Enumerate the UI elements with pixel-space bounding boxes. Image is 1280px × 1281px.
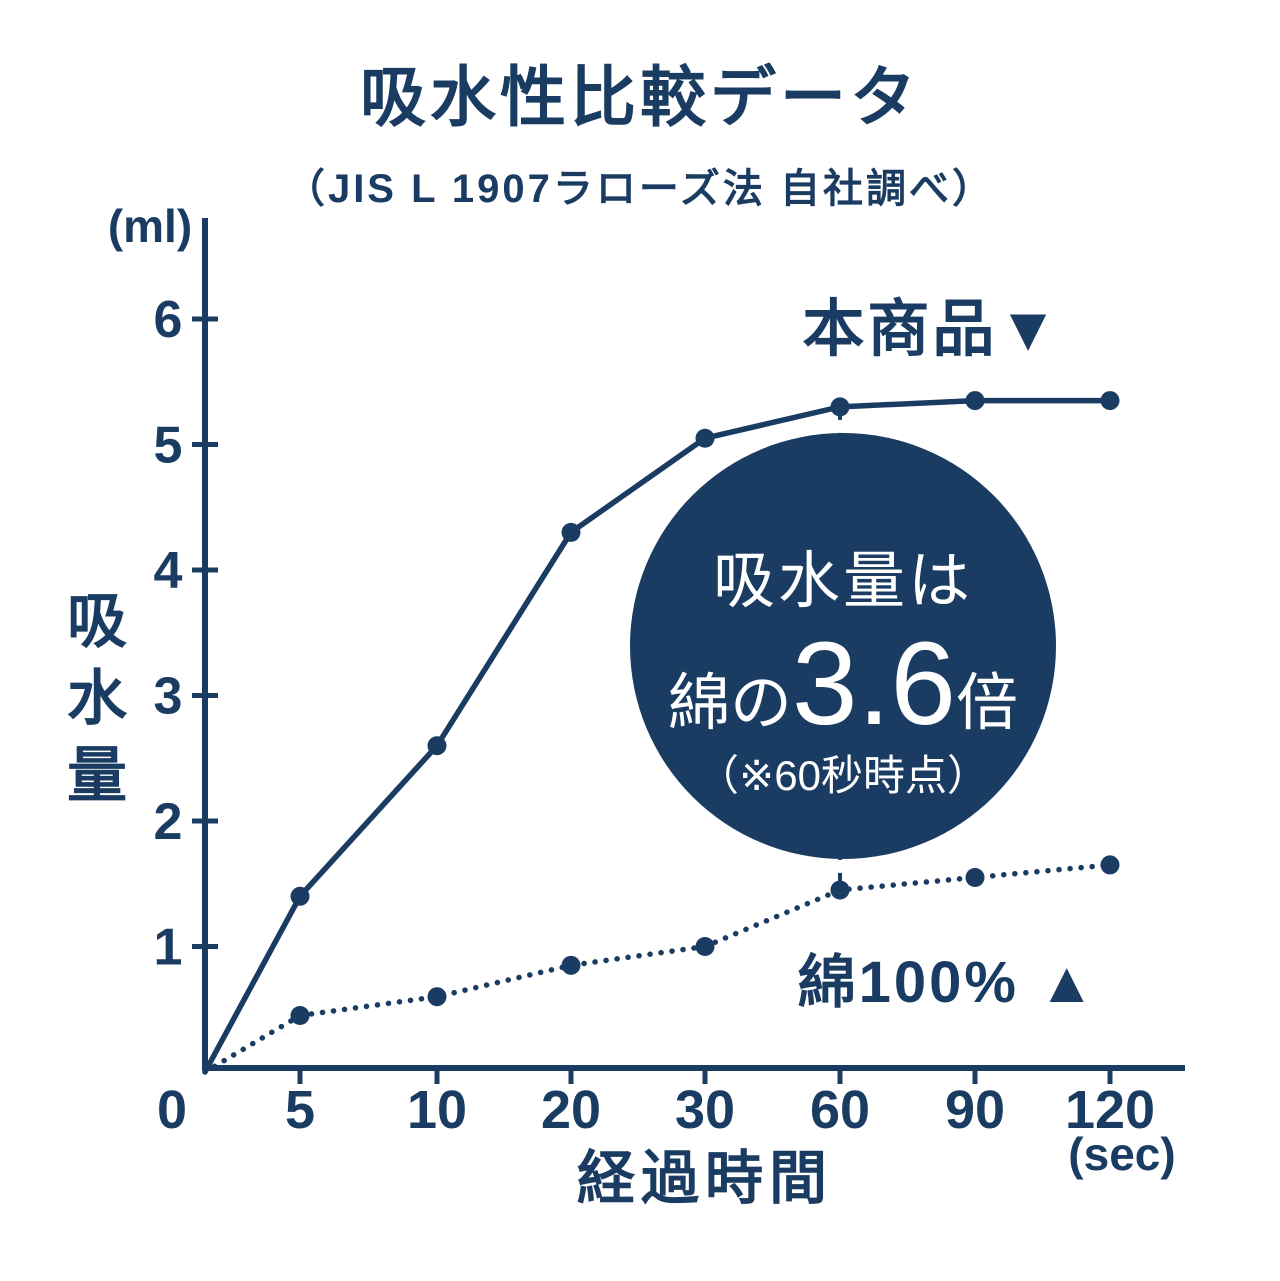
data-point-product: [965, 391, 985, 411]
x-axis-title: 経過時間: [577, 1146, 833, 1211]
y-axis-title-char: 量: [67, 742, 127, 809]
annotation-line1: 吸水量は: [713, 547, 973, 616]
data-point-product: [290, 886, 310, 906]
x-tick-label: 10: [407, 1080, 467, 1140]
x-tick-label: 0: [157, 1080, 187, 1140]
x-tick-label: 5: [285, 1080, 315, 1140]
series-label-cotton: 綿100% ▲: [798, 950, 1099, 1015]
chart-subtitle: （JIS L 1907ラローズ法 自社調べ）: [284, 167, 996, 211]
y-unit-label: (ml): [108, 200, 192, 252]
data-point-product: [561, 522, 581, 542]
y-tick-label: 3: [154, 668, 183, 726]
y-axis-title-char: 水: [67, 665, 128, 732]
annotation-circle: [630, 433, 1056, 859]
data-point-cotton: [561, 955, 581, 975]
data-point-cotton: [965, 867, 985, 887]
data-point-cotton: [830, 880, 850, 900]
x-tick-label: 120: [1065, 1080, 1155, 1140]
annotation-line3: （※60秒時点）: [697, 752, 989, 799]
data-point-product: [830, 397, 850, 417]
y-tick-label: 1: [154, 919, 183, 977]
data-point-product: [427, 736, 447, 756]
x-tick-label: 20: [541, 1080, 601, 1140]
y-tick-label: 5: [154, 417, 183, 475]
x-tick-label: 30: [675, 1080, 735, 1140]
y-tick-label: 4: [154, 542, 183, 600]
data-point-cotton: [1100, 855, 1120, 875]
series-label-product: 本商品▼: [802, 295, 1061, 364]
data-point-product: [695, 428, 715, 448]
data-point-cotton: [427, 987, 447, 1007]
series-line-cotton: [202, 862, 1113, 1075]
x-tick-label: 90: [945, 1080, 1005, 1140]
series-line-product: [202, 397, 1110, 1074]
y-axis-title-char: 吸: [67, 588, 127, 655]
data-point-product: [1100, 391, 1120, 411]
chart-title: 吸水性比較データ: [360, 60, 920, 134]
data-point-cotton: [695, 937, 715, 956]
y-tick-label: 2: [154, 793, 183, 851]
x-tick-label: 60: [810, 1080, 870, 1140]
data-point-cotton: [290, 1006, 310, 1026]
y-tick-label: 6: [154, 291, 183, 349]
x-unit-label: (sec): [1068, 1128, 1175, 1180]
annotation-line2: 綿の3.6倍: [668, 618, 1018, 750]
